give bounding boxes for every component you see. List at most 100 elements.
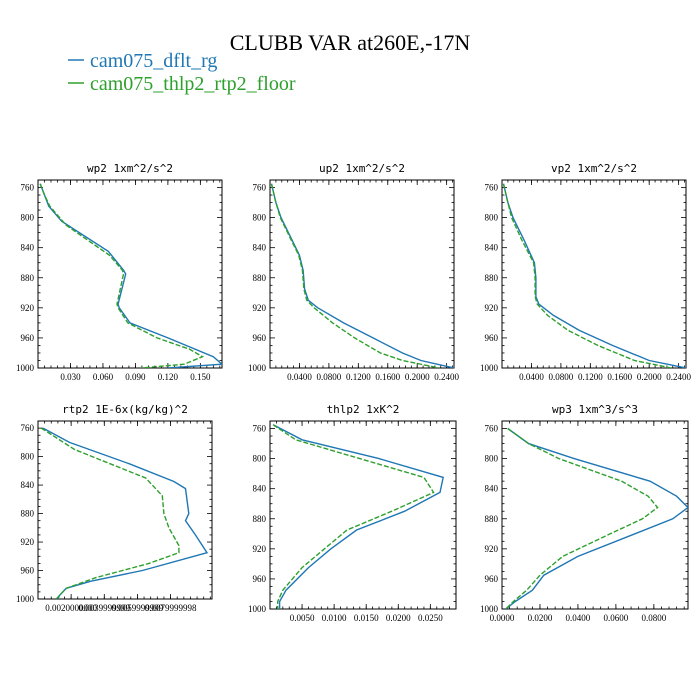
x-tick-label: 0.0800 [641,613,666,623]
x-tick-label: 0.030 [60,372,81,382]
x-tick-label: 0.0020000000 [45,603,97,613]
y-tick-label: 920 [485,303,499,313]
plot-frame [37,420,213,600]
y-tick-label: 920 [21,303,35,313]
y-tick-label: 840 [253,243,267,253]
x-tick-label: 0.0200 [528,613,553,623]
panel-title: wp3 1xm^3/s^3 [552,403,638,416]
series-line-dflt [272,424,445,609]
y-tick-label: 960 [485,333,499,343]
x-tick-label: 0.0039999999 [78,603,130,613]
y-tick-label: 760 [253,183,267,193]
x-tick-label: 0.0000 [490,613,515,623]
x-tick-label: 0.1600 [607,372,632,382]
x-tick-label: 0.0079999998 [145,603,197,613]
x-tick-label: 0.060 [93,372,114,382]
series-line-dflt [505,427,688,609]
plot-frame [269,420,457,610]
x-tick-label: 0.2400 [666,372,691,382]
x-tick-label: 0.0400 [287,372,312,382]
series-line-floor [270,183,440,368]
x-tick-label: 0.0600 [604,613,629,623]
y-tick-label: 800 [253,213,267,223]
x-tick-label: 0.0200 [386,613,411,623]
x-tick-label: 0.0050 [290,613,315,623]
y-tick-label: 800 [21,452,35,462]
series-line-floor [505,427,659,609]
x-tick-label: 0.0800 [317,372,342,382]
y-tick-label: 880 [485,514,499,524]
x-tick-label: 0.1200 [578,372,603,382]
y-tick-label: 760 [485,424,499,434]
legend-label-dflt: cam075_dflt_rg [90,50,217,72]
x-tick-label: 0.2400 [434,372,459,382]
x-tick-label: 0.0400 [566,613,591,623]
series-line-floor [502,183,672,368]
panel-5: thlp2 1xK^2 760 800 840 880 920 960 1000 0.0050 0… [248,403,457,623]
y-tick-label: 960 [485,574,499,584]
y-tick-label: 1000 [248,604,267,614]
y-tick-label: 960 [253,333,267,343]
y-tick-label: 880 [485,273,499,283]
x-tick-label: 0.0150 [354,613,379,623]
series-line-dflt [502,183,686,368]
panel-title: wp2 1xm^2/s^2 [87,162,173,175]
y-tick-label: 760 [485,183,499,193]
y-tick-label: 1000 [248,363,267,373]
x-tick-label: 0.150 [190,372,211,382]
y-tick-label: 800 [21,213,35,223]
y-tick-label: 1000 [16,363,35,373]
figure-title: CLUBB VAR at260E,-17N [230,30,471,55]
plot-frame [501,179,687,369]
x-tick-label: 0.0250 [418,613,443,623]
panel-4: rtp2 1E-6x(kg/kg)^2 760 800 840 880 920 960 100… [16,403,213,613]
series-line-floor [272,424,435,609]
x-tick-label: 0.1200 [346,372,371,382]
y-tick-label: 840 [485,484,499,494]
x-tick-label: 0.0100 [322,613,347,623]
y-tick-label: 880 [253,273,267,283]
figure-legend: cam075_dflt_rg cam075_thlp2_rtp2_floor [68,50,296,95]
y-tick-label: 840 [21,243,35,253]
x-tick-label: 0.1600 [375,372,400,382]
x-tick-label: 0.0800 [549,372,574,382]
y-tick-label: 1000 [480,363,499,373]
x-tick-label: 0.090 [125,372,146,382]
panels: wp2 1xm^2/s^2 760 800 840 880 920 960 1000 0.030… [16,162,692,623]
series-line-floor [40,427,180,599]
x-tick-label: 0.0059999999 [112,603,164,613]
plot-frame [37,179,223,369]
x-tick-label: 0.2000 [637,372,662,382]
panel-title: vp2 1xm^2/s^2 [551,162,637,175]
y-tick-label: 920 [253,544,267,554]
y-tick-label: 840 [253,484,267,494]
y-tick-label: 920 [485,544,499,554]
y-tick-label: 840 [21,480,35,490]
x-tick-label: 0.2000 [405,372,430,382]
y-tick-label: 960 [253,574,267,584]
panel-2: up2 1xm^2/s^2 760 800 840 880 920 960 1000 0.040… [248,162,460,382]
y-tick-label: 1000 [480,604,499,614]
panel-title: up2 1xm^2/s^2 [319,162,405,175]
y-tick-label: 800 [253,454,267,464]
series-line-dflt [39,183,222,368]
y-tick-label: 960 [21,566,35,576]
y-tick-label: 1000 [16,594,35,604]
y-tick-label: 920 [21,537,35,547]
x-tick-label: 0.120 [158,372,179,382]
series-line-dflt [42,427,209,599]
y-tick-label: 760 [253,424,267,434]
y-tick-label: 960 [21,333,35,343]
panel-title: thlp2 1xK^2 [327,403,400,416]
y-tick-label: 760 [21,183,35,193]
panel-1: wp2 1xm^2/s^2 760 800 840 880 920 960 1000 0.030… [16,162,223,382]
y-tick-label: 800 [485,213,499,223]
legend-label-floor: cam075_thlp2_rtp2_floor [90,73,296,95]
y-tick-label: 880 [21,509,35,519]
panel-3: vp2 1xm^2/s^2 760 800 840 880 920 960 1000 0.040… [480,162,692,382]
panel-title: rtp2 1E-6x(kg/kg)^2 [62,403,188,416]
y-tick-label: 920 [253,303,267,313]
y-tick-label: 840 [485,243,499,253]
y-tick-label: 800 [485,454,499,464]
